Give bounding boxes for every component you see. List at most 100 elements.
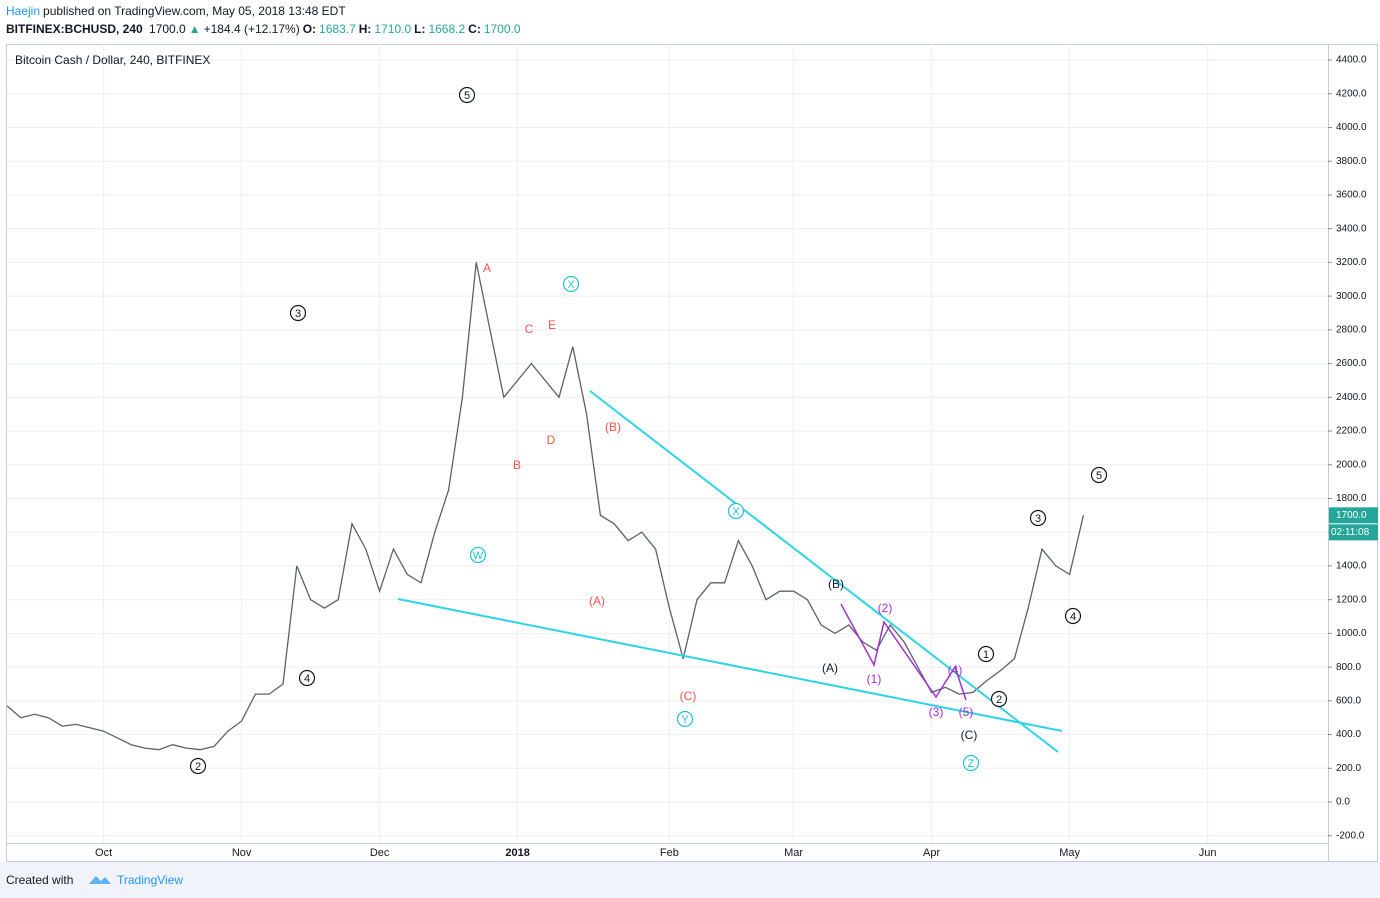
y-tick-label: 4200.0 [1336,88,1367,99]
wave-circle [1029,509,1047,527]
arrow: ▲ [188,22,201,36]
last-price-tag [1329,507,1378,524]
wave-circle [977,645,995,663]
axes: -200.0 0.0 200.0 400.0 600.0 800.0 1000.0 1200.… [95,55,1378,859]
y-tick-label: 3400.0 [1336,223,1367,234]
y-tick-label: -200.0 [1336,830,1365,841]
chart-frame [6,44,1378,862]
y-tick-label: 600.0 [1336,695,1361,706]
wave-circle [990,690,1008,708]
header-line: Haejin published on TradingView.com, May … [6,4,349,18]
footer: Created with TradingView [0,862,1380,898]
wave-circle [458,86,476,104]
x-tick-label: Oct [95,847,112,859]
wave-label: (3) [929,705,944,719]
wave-label: 2 [195,761,201,773]
y-tick-label: 2600.0 [1336,358,1367,369]
wave-circle [189,757,207,775]
wave-line [840,603,967,701]
wave-label: 1 [983,649,989,661]
y-tick-label: 1800.0 [1336,493,1367,504]
wave-label: 2 [996,694,1002,706]
symbol: BITFINEX:BCHUSD, 240 [6,22,143,36]
open: 1683.7 [319,22,356,36]
wave-label: (B) [605,420,621,434]
wave-label: B [513,458,521,472]
annotations: 5 3 4 2 W A B C D E X (B) (A) (C) Y X (B) (A) (1) (2) (3) (4)… [189,86,1108,775]
wave-label: W [473,550,484,562]
low: 1668.2 [428,22,466,36]
y-tick-label: 200.0 [1336,763,1361,774]
wave-label: E [548,318,556,332]
wave-label: 4 [1070,611,1076,623]
y-tick-label: 4000.0 [1336,122,1367,133]
chart-title: Bitcoin Cash / Dollar, 240, BITFINEX [15,53,210,67]
wave-label: Y [681,714,689,726]
wave-label: D [547,433,556,447]
y-tick-label: 800.0 [1336,662,1361,673]
wave-circle [298,669,316,687]
wave-circle [676,710,694,728]
x-tick-label: Jun [1199,847,1217,859]
grid [6,44,1328,843]
wave-label: (4) [948,663,963,677]
x-tick-label: Dec [370,847,390,859]
countdown: 02:11:08 [1331,527,1370,538]
y-tick-label: 2000.0 [1336,459,1367,470]
wave-label: 5 [464,90,470,102]
x-tick-label: May [1059,847,1080,859]
plot [6,262,1085,751]
x-tick-label: Nov [232,847,252,859]
x-tick-label: 2018 [505,847,529,859]
wave-circle [1064,607,1082,625]
c-label: C: [468,22,481,36]
wave-label: (2) [878,601,893,615]
wave-label: (C) [961,728,978,742]
last-price: 1700.0 [1336,510,1367,521]
wave-circle [469,546,487,564]
trendline [397,598,1063,732]
trendline [589,390,1059,753]
x-tick-label: Feb [660,847,679,859]
wave-label: 4 [304,673,310,685]
published: published on TradingView.com, May 05, 20… [43,4,346,18]
y-tick-label: 3200.0 [1336,257,1367,268]
y-tick-label: 4400.0 [1336,55,1367,66]
wave-label: X [732,506,740,518]
wave-label: (1) [867,672,882,686]
x-tick-label: Apr [923,847,940,859]
high: 1710.0 [374,22,412,36]
wave-label: 3 [1035,513,1041,525]
wave-label: (A) [589,594,605,608]
change: +184.4 (+12.17%) [203,22,300,36]
wave-label: (A) [822,661,838,675]
y-tick-label: 3600.0 [1336,190,1367,201]
y-tick-label: 2200.0 [1336,426,1367,437]
wave-label: C [525,322,534,336]
wave-label: (B) [828,577,844,591]
y-tick-label: 1200.0 [1336,594,1367,605]
y-tick-label: 2400.0 [1336,392,1367,403]
wave-label: 5 [1096,470,1102,482]
symbol-line: BITFINEX:BCHUSD, 240 1700.0 ▲ +184.4 (+12.… [6,22,524,36]
countdown-tag [1329,524,1378,541]
wave-label: Z [968,758,975,770]
logo [89,876,111,884]
l-label: L: [414,22,426,36]
wave-label: (C) [680,689,697,703]
wave-circle [289,304,307,322]
created-with: Created with [6,873,74,887]
y-tick-label: 2800.0 [1336,324,1367,335]
wave-label: A [483,261,491,275]
brand[interactable]: TradingView [117,873,184,887]
chart: 5 3 4 2 W A B C D E X (B) (A) (C) Y X (B) (A) (1) (2) (3) (4)… [6,44,1378,862]
price: 1700.0 [149,22,186,36]
x-tick-label: Mar [784,847,803,859]
y-tick-label: 1400.0 [1336,561,1367,572]
o-label: O: [302,22,317,36]
wave-circle [727,502,745,520]
author[interactable]: Haejin [6,4,41,18]
wave-circle [962,754,980,772]
y-tick-label: 1000.0 [1336,628,1367,639]
